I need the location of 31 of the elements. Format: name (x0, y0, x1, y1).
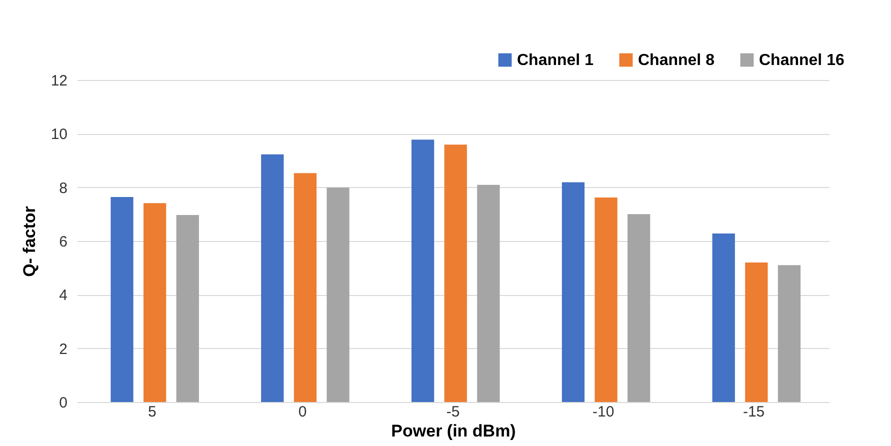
bar (562, 182, 585, 402)
bar (477, 184, 500, 402)
bar (144, 203, 166, 402)
x-tick-label: -15 (742, 404, 765, 420)
y-tick-label: 10 (50, 126, 68, 144)
x-tick-label: 5 (148, 404, 156, 420)
bar (261, 154, 284, 402)
bar (594, 198, 618, 402)
x-tick-label: -10 (592, 404, 614, 420)
bar (745, 262, 768, 402)
y-tick-label: 6 (59, 234, 68, 250)
bar (628, 214, 650, 402)
x-tick-label: 0 (298, 404, 307, 420)
y-tick-label: 8 (59, 180, 68, 197)
y-tick-label: 4 (59, 287, 68, 304)
bar (712, 233, 735, 402)
x-tick-label: -5 (446, 404, 460, 420)
legend-label: Channel 16 (759, 52, 844, 69)
bar (294, 173, 317, 402)
legend-label: Channel 1 (517, 52, 594, 69)
legend-label: Channel 8 (638, 52, 715, 69)
bar (444, 144, 467, 402)
bar (176, 214, 199, 402)
bar (326, 188, 350, 402)
y-axis-title: Q- factor (20, 206, 39, 277)
bar (110, 196, 134, 402)
bar (778, 265, 801, 402)
x-axis-title: Power (in dBm) (391, 422, 516, 440)
bar (411, 140, 434, 402)
y-tick-label: 2 (59, 340, 68, 358)
y-tick-label: 12 (50, 72, 68, 90)
